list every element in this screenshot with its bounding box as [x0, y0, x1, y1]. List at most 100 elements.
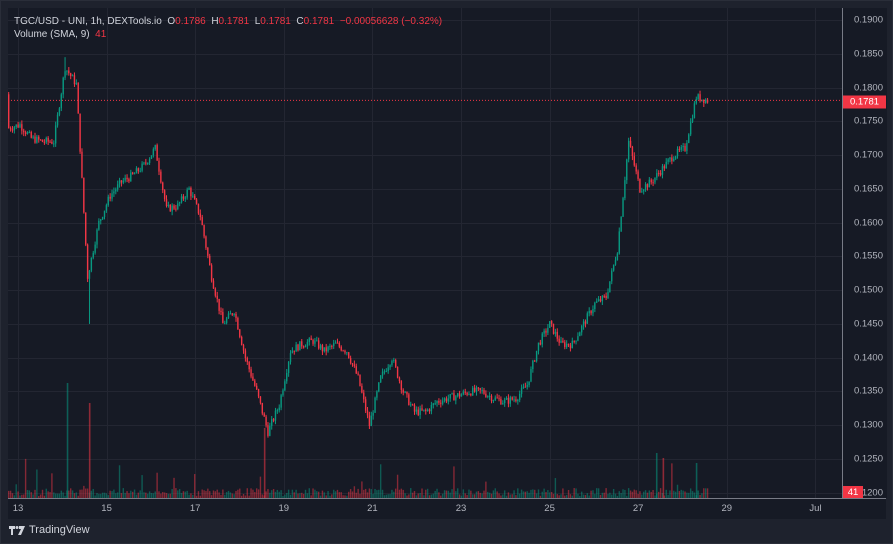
candle-body[interactable]	[684, 145, 686, 151]
candle-body[interactable]	[79, 113, 81, 152]
candle-body[interactable]	[363, 392, 365, 400]
candle-body[interactable]	[131, 172, 134, 174]
candle-body[interactable]	[165, 199, 168, 206]
candle-body[interactable]	[541, 333, 543, 345]
candle-body[interactable]	[60, 94, 63, 109]
candle-body[interactable]	[584, 321, 587, 324]
candle-body[interactable]	[274, 410, 277, 421]
candle-body[interactable]	[520, 387, 523, 394]
candle-body[interactable]	[139, 170, 141, 172]
candle-body[interactable]	[244, 350, 247, 359]
candle-body[interactable]	[169, 204, 171, 212]
candle-body[interactable]	[342, 350, 344, 352]
candle-body[interactable]	[28, 132, 31, 134]
candle-body[interactable]	[434, 403, 436, 405]
candle-body[interactable]	[239, 329, 241, 337]
candle-body[interactable]	[152, 149, 155, 156]
candle-body[interactable]	[203, 225, 205, 237]
candle-body[interactable]	[472, 387, 474, 396]
candle-body[interactable]	[594, 302, 596, 309]
candle-body[interactable]	[122, 180, 124, 183]
candle-body[interactable]	[612, 264, 615, 271]
candle-body[interactable]	[425, 409, 427, 412]
candle-body[interactable]	[58, 108, 61, 115]
candle-body[interactable]	[502, 402, 504, 405]
candle-body[interactable]	[417, 409, 419, 415]
candle-body[interactable]	[451, 393, 453, 395]
candle-body[interactable]	[537, 342, 540, 351]
candle-body[interactable]	[635, 165, 637, 172]
candle-body[interactable]	[428, 409, 431, 412]
candle-body[interactable]	[473, 387, 476, 392]
candle-body[interactable]	[210, 265, 213, 281]
candle-body[interactable]	[616, 253, 619, 261]
candle-body[interactable]	[558, 338, 560, 343]
candle-body[interactable]	[366, 410, 369, 416]
candle-body[interactable]	[503, 399, 506, 403]
candle-body[interactable]	[51, 141, 53, 144]
candle-body[interactable]	[107, 196, 109, 206]
candle-body[interactable]	[304, 346, 307, 348]
candle-body[interactable]	[648, 179, 651, 188]
candle-body[interactable]	[413, 404, 416, 412]
candle-body[interactable]	[410, 404, 412, 406]
candle-body[interactable]	[457, 393, 459, 397]
candle-body[interactable]	[220, 310, 222, 313]
candle-body[interactable]	[453, 393, 455, 401]
candle-body[interactable]	[310, 338, 312, 341]
candle-body[interactable]	[15, 124, 17, 128]
candle-body[interactable]	[379, 375, 382, 383]
candle-body[interactable]	[556, 331, 558, 339]
candle-body[interactable]	[214, 288, 217, 296]
candle-body[interactable]	[609, 281, 611, 293]
candle-body[interactable]	[237, 318, 239, 330]
candle-body[interactable]	[496, 397, 498, 399]
candle-body[interactable]	[242, 345, 245, 351]
candle-body[interactable]	[562, 340, 564, 343]
candle-body[interactable]	[257, 389, 260, 397]
candle-body[interactable]	[113, 191, 115, 194]
candle-body[interactable]	[331, 345, 333, 347]
time-axis[interactable]: 13 15 17 19 21 23 25 27 29 Jul	[8, 498, 886, 519]
candle-body[interactable]	[167, 204, 170, 206]
candle-body[interactable]	[325, 347, 327, 352]
candle-body[interactable]	[658, 173, 660, 175]
candle-body[interactable]	[599, 299, 602, 302]
candle-body[interactable]	[195, 199, 198, 204]
candle-body[interactable]	[11, 129, 14, 131]
candle-body[interactable]	[321, 345, 324, 352]
candle-body[interactable]	[579, 332, 581, 337]
candle-body[interactable]	[597, 299, 600, 302]
candle-body[interactable]	[385, 371, 388, 373]
candle-body[interactable]	[229, 313, 232, 315]
candle-body[interactable]	[400, 381, 403, 390]
candle-body[interactable]	[293, 350, 295, 352]
candle-body[interactable]	[659, 173, 662, 175]
candle-body[interactable]	[543, 330, 545, 334]
candle-body[interactable]	[246, 358, 248, 362]
candle-body[interactable]	[162, 182, 164, 191]
candle-body[interactable]	[415, 409, 418, 412]
candle-body[interactable]	[135, 168, 138, 174]
candle-body[interactable]	[240, 336, 243, 346]
candle-body[interactable]	[464, 391, 466, 393]
candle-body[interactable]	[41, 139, 44, 142]
candle-body[interactable]	[430, 404, 433, 412]
candle-body[interactable]	[404, 391, 406, 393]
candle-body[interactable]	[116, 184, 119, 190]
candle-body[interactable]	[376, 391, 378, 398]
candle-body[interactable]	[222, 312, 224, 324]
candle-body[interactable]	[32, 136, 34, 138]
candle-body[interactable]	[673, 158, 675, 162]
candle-body[interactable]	[83, 177, 85, 213]
candle-body[interactable]	[603, 295, 605, 297]
candle-body[interactable]	[389, 365, 391, 368]
candle-body[interactable]	[631, 146, 634, 157]
candle-body[interactable]	[688, 134, 690, 143]
candle-body[interactable]	[682, 145, 684, 148]
candle-body[interactable]	[590, 310, 592, 314]
candle-body[interactable]	[255, 385, 258, 390]
candle-body[interactable]	[423, 409, 425, 411]
candle-body[interactable]	[353, 364, 356, 367]
candle-body[interactable]	[703, 99, 705, 103]
